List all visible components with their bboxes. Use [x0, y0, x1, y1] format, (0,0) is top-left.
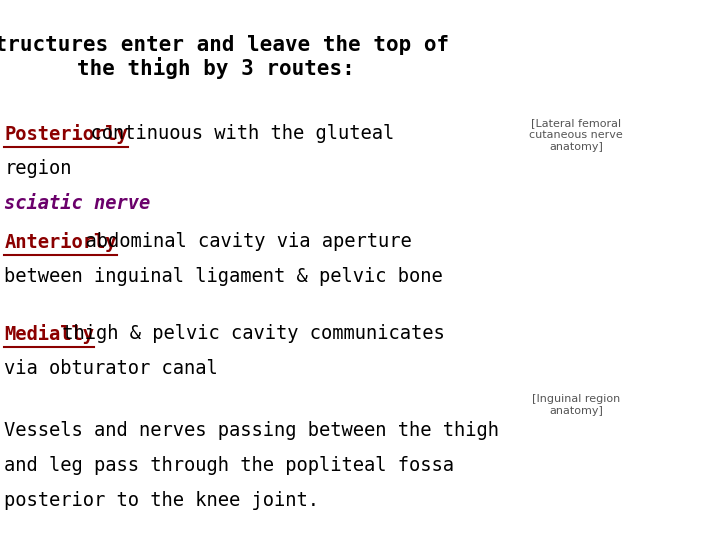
Text: abdominal cavity via aperture: abdominal cavity via aperture	[63, 232, 411, 251]
Text: [Lateral femoral
cutaneous nerve
anatomy]: [Lateral femoral cutaneous nerve anatomy…	[529, 118, 623, 152]
Text: Posteriorly: Posteriorly	[4, 124, 128, 144]
Text: via obturator canal: via obturator canal	[4, 359, 218, 378]
Text: [Inguinal region
anatomy]: [Inguinal region anatomy]	[532, 394, 620, 416]
Text: region: region	[4, 159, 72, 178]
Text: and leg pass through the popliteal fossa: and leg pass through the popliteal fossa	[4, 456, 454, 475]
Text: Medially: Medially	[4, 324, 94, 344]
Text: thigh & pelvic cavity communicates: thigh & pelvic cavity communicates	[51, 324, 445, 343]
Text: posterior to the knee joint.: posterior to the knee joint.	[4, 491, 320, 510]
Text: between inguinal ligament & pelvic bone: between inguinal ligament & pelvic bone	[4, 267, 443, 286]
Text: the thigh by 3 routes:: the thigh by 3 routes:	[77, 57, 355, 79]
Text: sciatic nerve: sciatic nerve	[4, 194, 150, 213]
Text: Structures enter and leave the top of: Structures enter and leave the top of	[0, 35, 449, 55]
Text: continuous with the gluteal: continuous with the gluteal	[68, 124, 395, 143]
Text: Vessels and nerves passing between the thigh: Vessels and nerves passing between the t…	[4, 421, 500, 440]
Text: Anteriorly: Anteriorly	[4, 232, 117, 252]
